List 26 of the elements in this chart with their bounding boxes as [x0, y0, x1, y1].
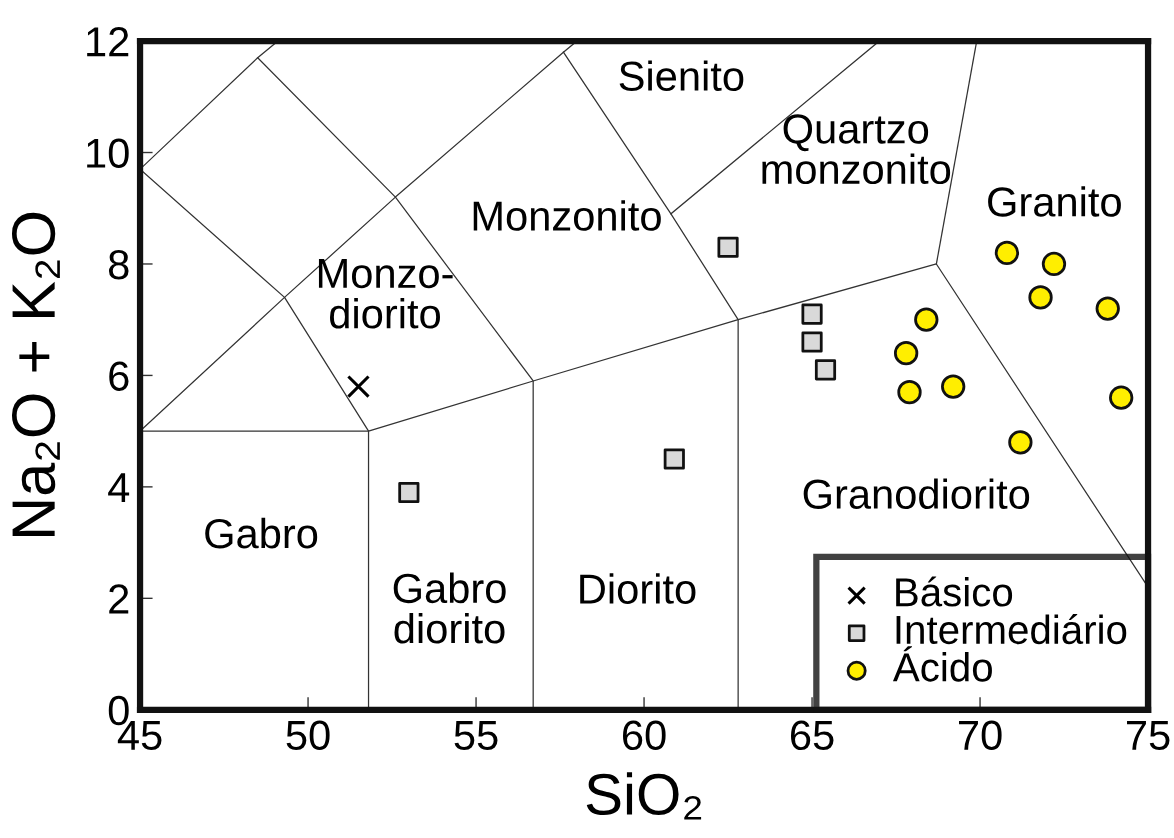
annotation: Monzo- diorito	[318, 259, 453, 329]
x-tick-label: 50	[286, 720, 330, 751]
annotation: Monzonito	[473, 200, 661, 231]
x-tick-label: 55	[454, 721, 498, 751]
annotation: Quartzo monzonito	[762, 114, 951, 185]
legend-label: Intermediário	[896, 614, 1127, 645]
y-tick-label: 12	[87, 27, 129, 57]
x-tick-label: 60	[623, 720, 666, 751]
annotation: Gabro	[205, 517, 318, 549]
x-tick-label: 70	[959, 720, 1002, 751]
y-tick-label: 4	[108, 473, 130, 502]
y-axis-title: Na₂O + K₂O	[11, 212, 60, 536]
annotation: Sienito	[619, 60, 744, 92]
x-axis-title: SiO₂	[586, 772, 702, 820]
x-tick-label: 75	[1127, 721, 1170, 751]
y-tick-label: 10	[87, 138, 129, 169]
y-tick-label: 8	[108, 249, 129, 280]
annotation: Gabro diorito	[393, 572, 506, 644]
legend-label: Básico	[896, 576, 1013, 607]
y-tick-label: 6	[109, 361, 129, 391]
annotation: Granodiorito	[803, 478, 1030, 509]
y-tick-label: 2	[109, 584, 129, 614]
annotation: Diorito	[580, 573, 696, 604]
legend-label: Ácido	[892, 646, 992, 682]
x-tick-label: 65	[791, 720, 834, 751]
annotation: Granito	[988, 186, 1121, 217]
